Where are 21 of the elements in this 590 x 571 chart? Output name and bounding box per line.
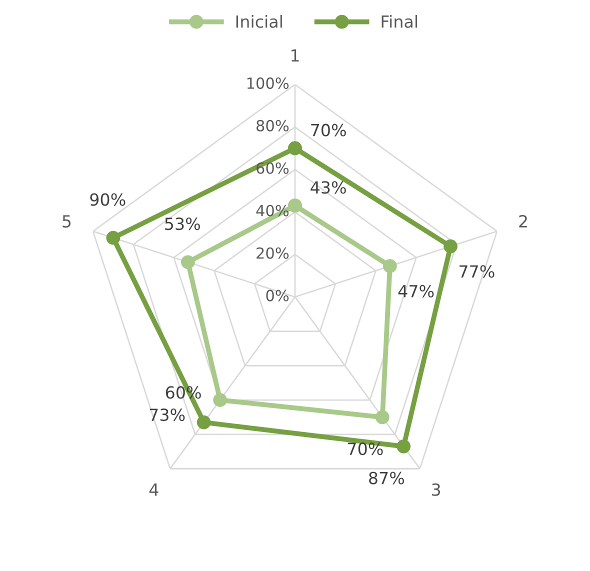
data-label: 53% [165,218,200,230]
data-label: 47% [398,284,434,298]
y-tick-label: 100% [247,77,289,89]
data-label: 70% [348,442,383,456]
data-label: 90% [90,193,126,206]
y-tick-label: 60% [256,162,289,174]
data-label: 43% [310,181,346,194]
spoke-label: 5 [62,215,71,228]
data-label: 70% [311,124,346,136]
y-tick-label: 0% [266,290,289,302]
y-tick-label: 20% [256,247,289,259]
data-label: 77% [460,265,494,278]
data-label: 87% [369,472,404,484]
spoke-label: 4 [149,484,158,496]
spoke-label: 1 [292,49,299,62]
legend-label: Inicial [236,15,282,28]
legend-label: Final [382,15,418,28]
y-tick-label: 80% [256,120,289,132]
spoke-label: 3 [432,483,440,496]
data-label: 73% [150,408,185,422]
spoke-label: 2 [519,214,527,228]
